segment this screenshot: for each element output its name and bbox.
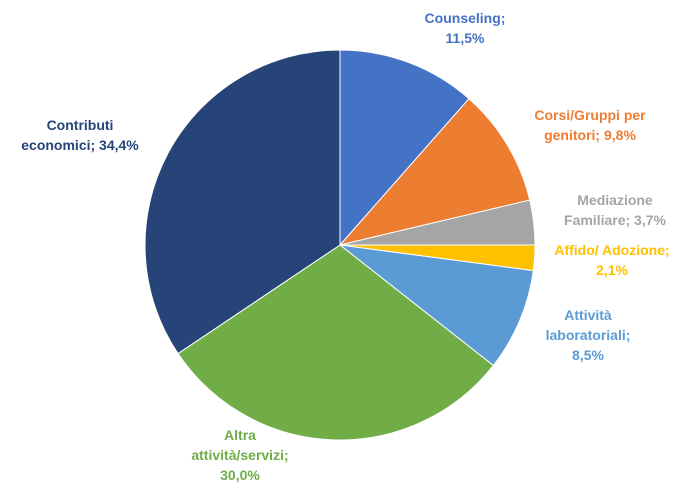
slice-label: Altra attività/servizi; 30,0% <box>185 425 295 485</box>
slice-label: Attività laboratoriali; 8,5% <box>533 305 643 365</box>
slice-label: Contributi economici; 34,4% <box>10 115 150 155</box>
value-label: 2,1% <box>596 262 628 278</box>
slice-label: Counseling; 11,5% <box>415 8 515 48</box>
value-label: 3,7% <box>634 212 666 228</box>
value-label: 8,5% <box>572 347 604 363</box>
category-label: Contributi economici; <box>21 117 114 153</box>
value-label: 11,5% <box>445 30 485 46</box>
pie-slice <box>144 49 341 355</box>
category-label: Mediazione Familiare; <box>564 192 653 228</box>
slice-label: Affido/ Adozione; 2,1% <box>537 240 687 280</box>
pie-slice <box>177 244 495 441</box>
value-label: 30,0% <box>220 467 260 483</box>
category-label: Corsi/Gruppi per genitori; <box>534 107 646 143</box>
pie-slice <box>338 98 531 246</box>
slice-label: Mediazione Familiare; 3,7% <box>550 190 680 230</box>
value-label: 9,8% <box>603 127 636 143</box>
category-label: Counseling; <box>424 10 506 26</box>
pie-slice <box>338 244 534 367</box>
slice-label: Corsi/Gruppi per genitori; 9,8% <box>520 105 660 145</box>
value-label: 34,4% <box>99 137 139 153</box>
category-label: Altra attività/servizi; <box>191 427 289 463</box>
category-label: Attività laboratoriali; <box>545 307 631 343</box>
category-label: Affido/ Adozione; <box>554 242 670 258</box>
pie-slice <box>339 49 470 247</box>
